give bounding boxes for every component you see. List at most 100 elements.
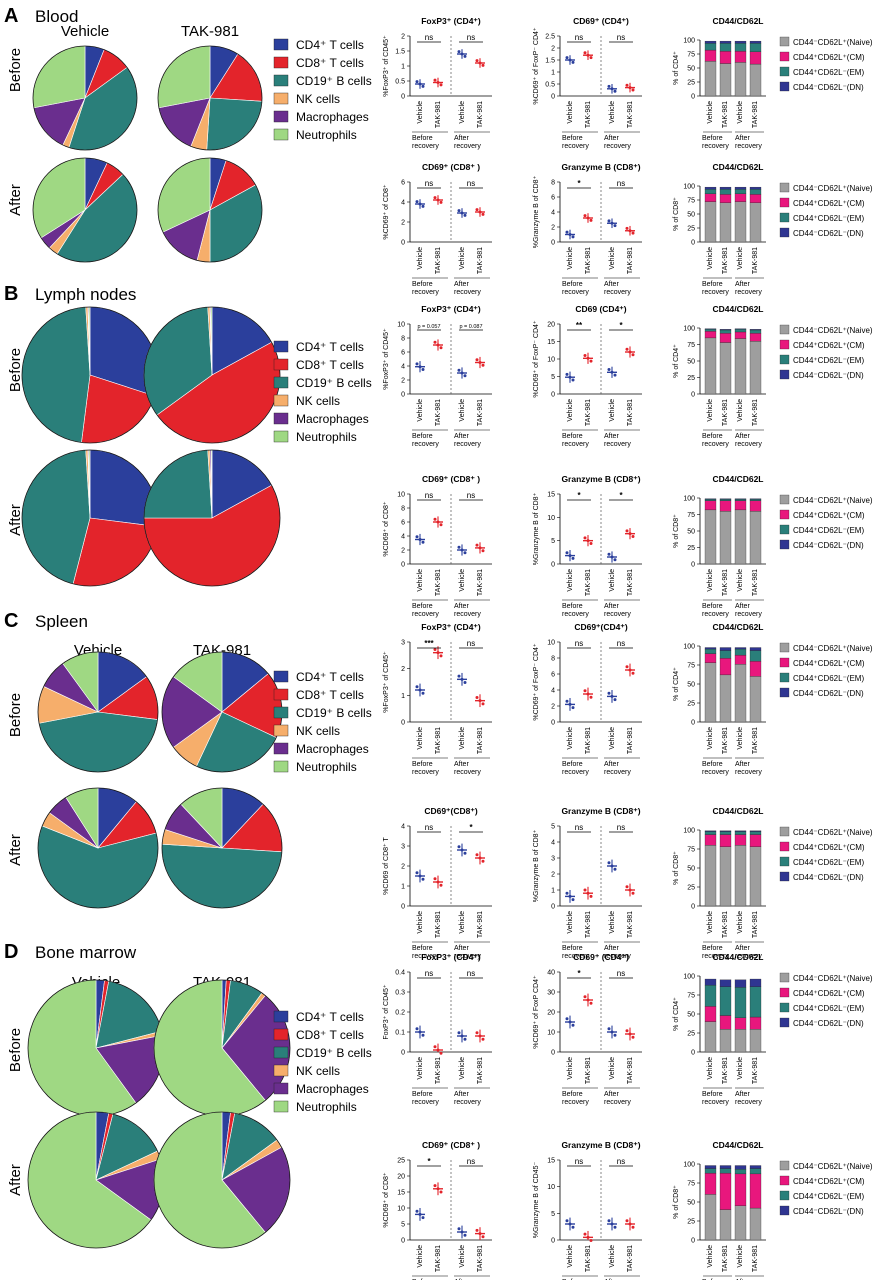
group-label-after: After: [454, 761, 469, 768]
x-tick-label: Vehicle: [417, 911, 424, 934]
legend-swatch: [779, 81, 790, 92]
stack-segment: [749, 329, 762, 331]
stack-segment: [749, 650, 762, 662]
data-point: [415, 362, 419, 366]
group-label-before: recovery: [702, 611, 729, 618]
x-tick-label: TAK-981: [435, 247, 442, 274]
data-point: [433, 877, 437, 881]
pie-tak-after: [161, 787, 283, 909]
y-axis-label: FoxP3⁺ of CD45⁺: [383, 984, 390, 1040]
y-tick-label: 25: [397, 1158, 405, 1165]
group-label-before: recovery: [562, 289, 589, 296]
dotplot: CD69⁺ (CD8⁺ ) 0 2 4 6 8 10 %CD69⁺ of CD8⁺ Vehicl…: [383, 474, 492, 618]
cell-type-legend: CD4⁺ T cells CD8⁺ T cells CD19⁺ B cells NK …: [273, 670, 372, 774]
stack-segment: [749, 43, 762, 52]
data-point: [481, 859, 485, 863]
x-tick-label: TAK-981: [752, 911, 759, 938]
legend-swatch: [273, 430, 289, 443]
legend-label: CD44⁻CD62L⁻(DN): [793, 689, 864, 698]
y-tick-label: 0: [551, 720, 555, 727]
y-tick-label: 50: [687, 212, 695, 219]
stack-segment: [749, 647, 762, 651]
x-tick-label: Vehicle: [707, 1245, 714, 1268]
pie-vehicle-before: [21, 306, 159, 444]
group-label-before: Before: [562, 281, 583, 288]
dotplot: CD69⁺ (CD8⁺ ) 0 5 10 15 20 25 %CD69⁺ of CD8⁺ Veh…: [383, 1140, 492, 1280]
legend-label: CD4⁺ T cells: [296, 1010, 364, 1024]
data-point: [631, 88, 635, 92]
legend-swatch: [779, 826, 790, 837]
legend-label: CD44⁻CD62L⁻(DN): [793, 371, 864, 380]
legend-label: CD8⁺ T cells: [296, 56, 364, 70]
group-label-before: recovery: [412, 441, 439, 448]
legend-label: CD8⁺ T cells: [296, 688, 364, 702]
data-point: [418, 688, 422, 692]
x-tick-label: TAK-981: [477, 101, 484, 128]
pie-slice: [157, 45, 211, 109]
group-label-before: Before: [562, 135, 583, 142]
y-tick-label: 25: [687, 1031, 695, 1038]
row-label-before: Before: [7, 348, 24, 392]
y-axis-label: % of CD4⁺: [673, 667, 680, 701]
stack-segment: [734, 189, 747, 194]
stack-segment: [734, 329, 747, 333]
group-label-after: After: [604, 281, 619, 288]
data-point: [565, 551, 569, 555]
data-point: [439, 883, 443, 887]
sig-label: *: [577, 179, 581, 188]
y-tick-label: 100: [683, 1162, 695, 1169]
data-point: [439, 654, 443, 658]
x-tick-label: Vehicle: [737, 1057, 744, 1080]
x-tick-label: Vehicle: [417, 247, 424, 270]
data-point: [463, 551, 467, 555]
stack-segment: [749, 1207, 762, 1241]
sig-label: *: [577, 969, 581, 978]
stack-segment: [704, 189, 717, 194]
data-point: [589, 218, 593, 222]
dotplot-title: FoxP3⁺ (CD4⁺): [421, 304, 481, 314]
y-tick-label: 50: [687, 359, 695, 366]
x-tick-label: TAK-981: [435, 1057, 442, 1084]
group-label-before: recovery: [702, 953, 729, 960]
y-tick-label: 50: [687, 866, 695, 873]
legend-swatch: [273, 1082, 289, 1095]
y-tick-label: 4: [401, 200, 405, 207]
x-tick-label: TAK-981: [585, 569, 592, 596]
legend-label: CD44⁺CD62L⁻(EM): [793, 68, 864, 77]
stack-segment: [734, 193, 747, 202]
data-point: [571, 378, 575, 382]
stack-segment: [704, 830, 717, 832]
y-axis-label: % of CD4⁺: [673, 51, 680, 85]
data-point: [607, 1219, 611, 1223]
x-tick-label: TAK-981: [722, 1245, 729, 1272]
data-point: [565, 1219, 569, 1223]
group-label-after: recovery: [735, 441, 762, 448]
dotplot-title: CD69⁺ (CD8⁺ ): [422, 162, 480, 172]
pie-tak-before: [157, 45, 263, 151]
data-point: [568, 375, 572, 379]
data-point: [607, 861, 611, 865]
stack-segment: [719, 831, 732, 835]
stack-segment: [749, 661, 762, 677]
legend-label: CD44⁻CD62L⁻(DN): [793, 229, 864, 238]
y-tick-label: 75: [687, 847, 695, 854]
y-axis-label: %FoxP3⁺ of CD45⁺: [383, 328, 390, 390]
y-tick-label: 20: [397, 1174, 405, 1181]
data-point: [439, 1051, 443, 1055]
stack-segment: [704, 43, 717, 51]
stack-segment: [704, 1021, 717, 1053]
x-tick-label: Vehicle: [707, 1057, 714, 1080]
data-point: [460, 1230, 464, 1234]
pie-vehicle-before: [37, 651, 159, 773]
sig-label: ns: [617, 1157, 625, 1166]
data-point: [415, 871, 419, 875]
pie-vehicle-after: [37, 787, 159, 909]
stack-segment: [734, 186, 747, 190]
data-point: [433, 340, 437, 344]
group-label-after: After: [454, 945, 469, 952]
legend-swatch: [273, 706, 289, 719]
stack-segment: [719, 1172, 732, 1210]
x-tick-label: Vehicle: [609, 569, 616, 592]
group-label-before: recovery: [702, 143, 729, 150]
data-point: [568, 1020, 572, 1024]
